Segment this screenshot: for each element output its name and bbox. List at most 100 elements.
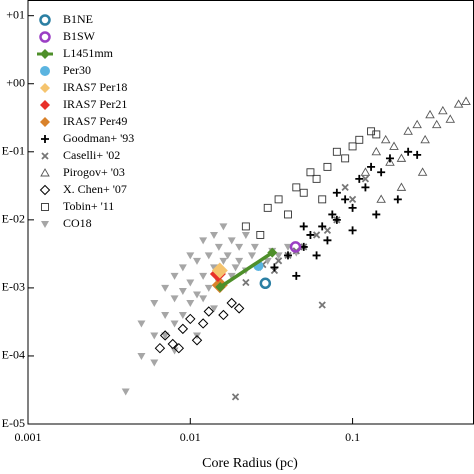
marker bbox=[417, 167, 428, 176]
marker bbox=[227, 237, 236, 245]
marker bbox=[170, 272, 179, 280]
marker bbox=[341, 154, 350, 163]
y-tick-label: +00 bbox=[6, 75, 25, 89]
marker bbox=[332, 147, 341, 156]
marker bbox=[348, 142, 357, 151]
marker bbox=[404, 147, 413, 156]
marker bbox=[150, 359, 159, 367]
legend-marker bbox=[39, 184, 51, 196]
marker bbox=[312, 231, 321, 239]
marker bbox=[227, 272, 236, 280]
marker bbox=[121, 388, 130, 396]
marker bbox=[235, 243, 244, 251]
marker bbox=[161, 332, 170, 340]
marker bbox=[396, 153, 407, 162]
marker bbox=[161, 284, 170, 292]
x-tick-label: 0.01 bbox=[180, 430, 201, 444]
legend-marker bbox=[39, 31, 51, 43]
marker bbox=[360, 167, 371, 176]
marker bbox=[137, 352, 146, 360]
marker bbox=[332, 215, 341, 224]
legend-marker bbox=[41, 221, 49, 228]
marker bbox=[215, 282, 226, 293]
marker bbox=[292, 271, 301, 280]
marker bbox=[218, 309, 229, 321]
marker bbox=[332, 188, 341, 197]
marker bbox=[445, 114, 456, 123]
marker bbox=[242, 278, 250, 287]
marker bbox=[396, 182, 407, 191]
marker bbox=[312, 174, 321, 183]
y-tick-label: E-05 bbox=[2, 416, 25, 430]
marker bbox=[150, 299, 159, 307]
marker bbox=[178, 288, 187, 296]
legend-marker bbox=[40, 66, 50, 76]
legend-marker bbox=[40, 168, 50, 177]
marker bbox=[461, 96, 471, 105]
marker bbox=[371, 146, 382, 156]
legend-label: Tobin+ '11 bbox=[63, 199, 114, 213]
legend-label: IRAS7 Per18 bbox=[63, 80, 127, 94]
marker bbox=[389, 141, 399, 150]
marker bbox=[274, 252, 283, 260]
marker bbox=[210, 305, 219, 313]
marker bbox=[150, 332, 159, 340]
y-tick-label: E-02 bbox=[2, 212, 25, 226]
legend-label: Caselli+ '02 bbox=[63, 148, 120, 162]
marker bbox=[385, 157, 395, 166]
marker bbox=[154, 342, 166, 354]
marker bbox=[361, 175, 370, 183]
marker bbox=[263, 257, 272, 265]
marker bbox=[193, 291, 202, 299]
marker bbox=[292, 183, 301, 192]
y-tick-label: E-04 bbox=[2, 348, 25, 362]
legend-label: Goodman+ '93 bbox=[63, 131, 134, 145]
marker bbox=[318, 195, 327, 204]
marker bbox=[431, 119, 442, 129]
legend-label: Per30 bbox=[63, 63, 91, 77]
legend-marker bbox=[41, 203, 49, 211]
marker bbox=[137, 320, 146, 328]
series-line bbox=[219, 251, 274, 289]
marker bbox=[425, 109, 435, 119]
marker bbox=[306, 230, 315, 239]
marker bbox=[186, 252, 195, 260]
marker bbox=[204, 284, 213, 292]
marker bbox=[341, 183, 349, 192]
marker bbox=[318, 301, 326, 309]
marker bbox=[385, 154, 394, 163]
marker bbox=[274, 195, 283, 204]
marker bbox=[170, 320, 179, 328]
marker bbox=[348, 226, 357, 235]
marker bbox=[210, 231, 219, 239]
marker bbox=[420, 134, 430, 144]
marker bbox=[355, 135, 364, 144]
marker bbox=[306, 168, 315, 177]
y-tick-label: E-01 bbox=[2, 144, 25, 158]
marker bbox=[361, 183, 370, 192]
marker bbox=[167, 338, 178, 350]
marker bbox=[299, 188, 308, 197]
marker bbox=[403, 126, 413, 135]
legend-marker bbox=[40, 117, 50, 127]
marker bbox=[348, 203, 357, 212]
marker bbox=[453, 99, 464, 108]
marker bbox=[318, 222, 327, 231]
x-axis-label: Core Radius (pc) bbox=[202, 456, 298, 471]
marker bbox=[413, 150, 422, 159]
marker bbox=[199, 295, 208, 303]
marker bbox=[241, 231, 250, 239]
marker bbox=[367, 162, 376, 171]
marker bbox=[203, 306, 214, 317]
marker bbox=[173, 342, 185, 354]
marker bbox=[323, 226, 332, 235]
marker bbox=[267, 247, 278, 258]
marker bbox=[270, 263, 279, 272]
legend-label: CO18 bbox=[63, 216, 92, 230]
legend-marker bbox=[41, 152, 49, 160]
marker bbox=[219, 223, 228, 231]
marker bbox=[247, 252, 256, 260]
legend-label: B1SW bbox=[63, 29, 96, 43]
marker bbox=[380, 134, 391, 144]
marker bbox=[299, 222, 308, 231]
